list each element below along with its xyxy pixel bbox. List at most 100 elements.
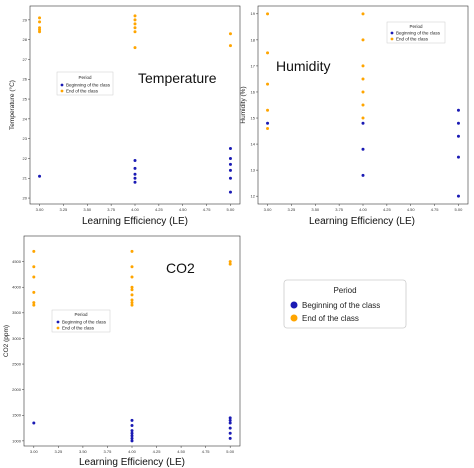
humidity-panel: 3.00 3.25 3.50 3.75 4.00 4.25 4.50 4.75 5.00 12 13…	[240, 5, 469, 227]
temperature-y-tick-label: 20	[23, 195, 28, 200]
temperature-x-tick-label: 3.75	[107, 207, 116, 212]
humidity-point-beginning	[361, 147, 365, 151]
shared-legend-label-beginning: Beginning of the class	[302, 301, 380, 310]
humidity-legend-marker-beginning	[390, 31, 394, 35]
temperature-x-tick-label: 3.25	[60, 207, 69, 212]
co2-point-end	[32, 249, 36, 253]
temperature-x-tick-label: 3.00	[36, 207, 45, 212]
co2-y-tick-label: 2000	[12, 387, 22, 392]
co2-point-beginning	[130, 431, 134, 435]
temperature-point-beginning	[228, 190, 232, 194]
co2-chart-title: CO2	[166, 260, 195, 276]
co2-legend-title: Period	[74, 312, 88, 317]
temperature-y-tick-label: 26	[23, 77, 28, 82]
co2-y-tick-label: 2500	[12, 361, 22, 366]
humidity-legend-marker-end	[390, 37, 394, 41]
humidity-y-axis-label: Humidity (%)	[240, 86, 247, 123]
humidity-x-axis-label: Learning Efficiency (LE)	[309, 216, 415, 227]
humidity-ticks: 3.00 3.25 3.50 3.75 4.00 4.25 4.50 4.75 5.00 12 13…	[251, 11, 464, 212]
humidity-point-end	[361, 90, 365, 94]
temperature-x-tick-label: 5.00	[227, 207, 236, 212]
co2-x-axis-label: Learning Efficiency (LE)	[79, 457, 185, 468]
co2-y-tick-label: 1500	[12, 413, 22, 418]
humidity-x-tick-label: 4.75	[431, 207, 440, 212]
temperature-y-tick-label: 23	[23, 136, 28, 141]
temperature-point-beginning	[38, 174, 42, 178]
co2-x-tick-label: 3.25	[54, 449, 63, 454]
temperature-point-end	[38, 30, 42, 34]
co2-y-tick-label: 1000	[12, 438, 22, 443]
temperature-point-beginning	[133, 166, 137, 170]
temperature-panel: 3.00 3.25 3.50 3.75 4.00 4.25 4.50 4.75 5.00 20 21…	[8, 5, 241, 227]
temperature-y-axis-label: Temperature (°C)	[8, 80, 16, 130]
co2-point-beginning	[228, 431, 232, 435]
co2-point-end	[130, 298, 134, 302]
co2-legend-marker-end	[56, 326, 60, 330]
humidity-y-tick-label: 13	[251, 168, 256, 173]
co2-point-beginning	[130, 424, 134, 428]
humidity-point-beginning	[456, 194, 460, 198]
co2-x-tick-label: 3.50	[79, 449, 88, 454]
temperature-points	[38, 14, 232, 194]
temperature-y-tick-label: 21	[23, 176, 28, 181]
co2-point-beginning	[228, 426, 232, 430]
co2-y-tick-label: 3000	[12, 336, 22, 341]
humidity-y-tick-label: 17	[251, 63, 256, 68]
co2-point-beginning	[228, 421, 232, 425]
co2-legend: Period Beginning of the class End of the…	[51, 309, 111, 333]
co2-y-axis-label: CO2 (ppm)	[3, 325, 10, 357]
co2-legend-label-end: End of the class	[62, 326, 95, 331]
temperature-x-tick-label: 3.50	[83, 207, 92, 212]
temperature-y-tick-label: 29	[23, 17, 28, 22]
co2-point-beginning	[228, 418, 232, 422]
temperature-x-tick-label: 4.50	[179, 207, 188, 212]
humidity-y-tick-label: 16	[251, 89, 256, 94]
humidity-x-tick-label: 3.00	[264, 207, 273, 212]
co2-point-end	[32, 301, 36, 305]
temperature-legend: Period Beginning of the class End of the…	[56, 71, 114, 96]
humidity-point-beginning	[456, 134, 460, 138]
humidity-x-tick-label: 3.75	[335, 207, 344, 212]
co2-point-end	[130, 288, 134, 292]
temperature-point-end	[228, 44, 232, 48]
shared-legend: Period Beginning of the class End of the…	[283, 279, 407, 329]
temperature-point-beginning	[228, 147, 232, 151]
temperature-legend-label-end: End of the class	[66, 89, 99, 94]
shared-legend-marker-end	[290, 314, 298, 322]
co2-legend-marker-beginning	[56, 320, 60, 324]
co2-point-end	[130, 303, 134, 307]
humidity-legend: Period Beginning of the class End of the…	[386, 21, 446, 44]
temperature-point-end	[38, 20, 42, 24]
co2-point-end	[130, 293, 134, 297]
temperature-y-tick-label: 25	[23, 96, 28, 101]
co2-point-beginning	[32, 421, 36, 425]
humidity-chart-title: Humidity	[276, 58, 330, 74]
humidity-point-beginning	[266, 121, 270, 125]
humidity-point-end	[361, 12, 365, 16]
co2-point-beginning	[228, 436, 232, 440]
temperature-point-beginning	[133, 172, 137, 176]
temperature-point-beginning	[228, 176, 232, 180]
temperature-x-tick-label: 4.75	[203, 207, 212, 212]
humidity-point-beginning	[456, 108, 460, 112]
humidity-point-end	[266, 51, 270, 55]
co2-point-end	[130, 285, 134, 289]
co2-x-tick-label: 4.00	[128, 449, 137, 454]
co2-point-end	[32, 290, 36, 294]
humidity-y-tick-label: 18	[251, 37, 256, 42]
humidity-point-beginning	[361, 121, 365, 125]
humidity-point-beginning	[361, 173, 365, 177]
temperature-point-beginning	[133, 158, 137, 162]
humidity-point-end	[361, 116, 365, 120]
shared-legend-box	[283, 279, 407, 329]
temperature-legend-title: Period	[78, 75, 92, 80]
co2-point-beginning	[130, 439, 134, 443]
co2-points	[32, 249, 232, 443]
temperature-point-beginning	[228, 162, 232, 166]
co2-x-tick-label: 3.00	[30, 449, 39, 454]
co2-legend-box	[51, 309, 111, 333]
humidity-point-end	[361, 77, 365, 81]
co2-point-end	[32, 303, 36, 307]
temperature-x-tick-label: 4.25	[155, 207, 164, 212]
